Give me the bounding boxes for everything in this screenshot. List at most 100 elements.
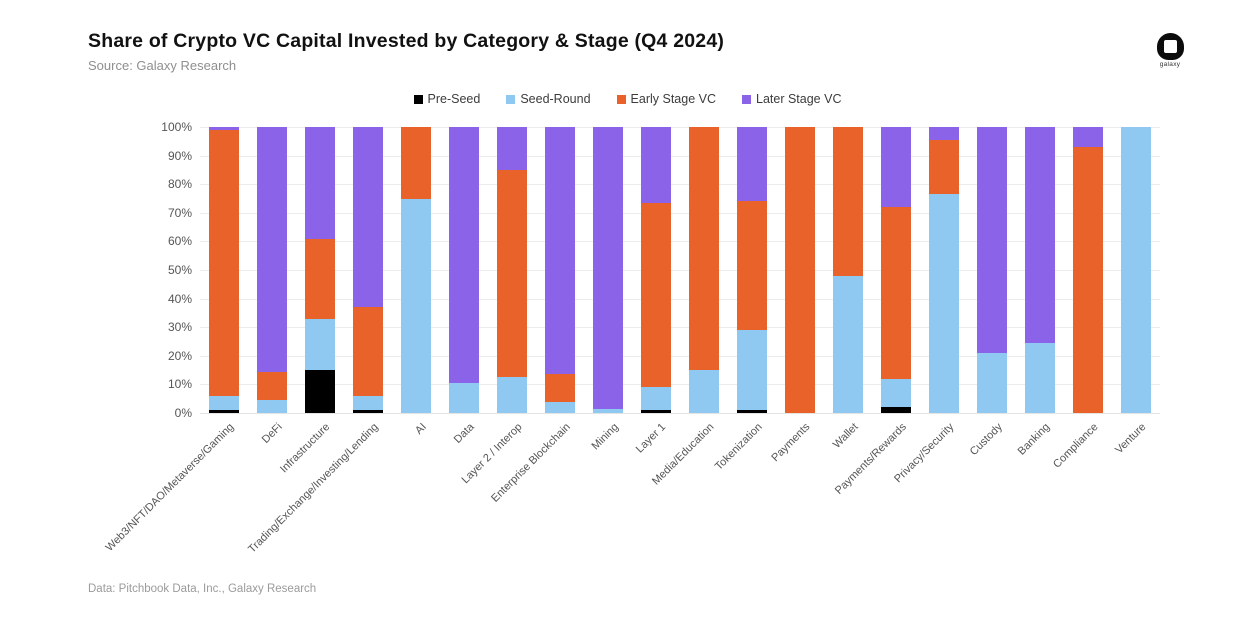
bar-segment [641,410,671,413]
bar-column [401,127,431,413]
bar-segment [1025,127,1055,343]
gridline [200,413,1160,414]
bar-segment [593,127,623,409]
legend-item: Later Stage VC [742,92,841,106]
bar-segment [449,382,479,413]
x-axis-category-label-text: Mining [589,421,621,453]
bar-segment [689,370,719,413]
bar-segment [401,198,431,413]
bar-segment [641,202,671,388]
gridline [200,127,1160,128]
gridline [200,184,1160,186]
bar-column [929,127,959,413]
x-axis-category-label-text: Payments [769,421,813,465]
bar-column [833,127,863,413]
bar-segment [209,410,239,413]
page-subtitle: Source: Galaxy Research [88,58,237,73]
y-axis-tick-label: 60% [167,234,192,249]
bar-column [545,127,575,413]
galaxy-logo-icon [1156,33,1184,60]
bar-segment [209,127,239,130]
bar-segment [257,371,287,401]
gridline [200,298,1160,300]
legend-label: Early Stage VC [630,92,716,106]
data-source-footnote: Data: Pitchbook Data, Inc., Galaxy Resea… [88,583,317,595]
bar-segment [977,127,1007,353]
legend-label: Pre-Seed [427,92,481,106]
x-axis: Web3/NFT/DAO/Metaverse/Gaming DeFi Infrast… [104,413,1160,613]
bar-segment [497,127,527,170]
bar-segment [257,127,287,372]
x-axis-category-label-text: Banking [1015,421,1053,458]
y-axis-tick-label: 0% [174,406,192,420]
x-axis-category-label-text: Data [451,421,477,446]
bar-segment [449,127,479,383]
bar-segment [881,127,911,208]
bar-column [785,127,815,413]
galaxy-logo-text: galaxy [1159,61,1181,68]
gridline [200,241,1160,243]
bar-segment [353,307,383,396]
bar-segment [1073,147,1103,413]
bar-segment [689,127,719,371]
bar-segment [401,127,431,199]
bar-segment [641,127,671,203]
bar-segment [737,330,767,411]
x-axis-category-label-text: Layer 1 [634,421,669,456]
gridline [200,155,1160,157]
y-axis-tick-label: 100% [161,120,192,134]
x-axis-category-label-text: Compliance [1050,421,1101,471]
galaxy-logo: galaxy [1150,33,1190,68]
bar-column [497,127,527,413]
plot-area [200,127,1160,414]
bar-segment [257,400,287,413]
bar-segment [1121,127,1151,413]
bar-column [1073,127,1103,413]
y-axis-tick-label: 30% [167,320,192,335]
bar-column [641,127,671,413]
y-axis-tick-label: 50% [167,263,192,277]
x-axis-category-label-text: AI [412,421,429,437]
bar-segment [305,238,335,319]
legend-label: Seed-Round [520,92,591,106]
legend-swatch [506,94,516,104]
x-axis-category-label-text: Tokenization [712,421,765,473]
bar-segment [737,201,767,331]
bar-segment [929,127,959,140]
bar-segment [977,352,1007,413]
bar-column [449,127,479,413]
x-axis-category-label-text: Wallet [830,421,861,451]
bar-segment [881,207,911,379]
bar-column [257,127,287,413]
bar-column [353,127,383,413]
bar-segment [737,127,767,202]
x-axis-category-label-text: Custody [967,421,1005,459]
bar-segment [1025,342,1055,413]
bar-segment [305,127,335,239]
bar-segment [305,318,335,371]
bar-segment [545,401,575,413]
page-title: Share of Crypto VC Capital Invested by C… [88,30,725,52]
bar-segment [833,127,863,276]
bar-column [1025,127,1055,413]
bar-segment [737,410,767,413]
bar-column [689,127,719,413]
bar-column [881,127,911,413]
gridline [200,384,1160,386]
x-axis-category-label-text: DeFi [259,421,285,446]
bar-segment [305,370,335,413]
legend-item: Early Stage VC [616,92,716,106]
bar-segment [881,378,911,408]
bar-segment [545,127,575,375]
legend-swatch [742,94,751,104]
bar-segment [545,374,575,402]
bar-segment [881,407,911,413]
gridline [200,355,1160,357]
bar-column [593,127,623,413]
y-axis-tick-label: 90% [167,148,192,163]
bar-segment [833,275,863,413]
bar-segment [593,408,623,413]
chart-legend: Pre-Seed Seed-Round Early Stage VC Later St… [0,92,1255,106]
